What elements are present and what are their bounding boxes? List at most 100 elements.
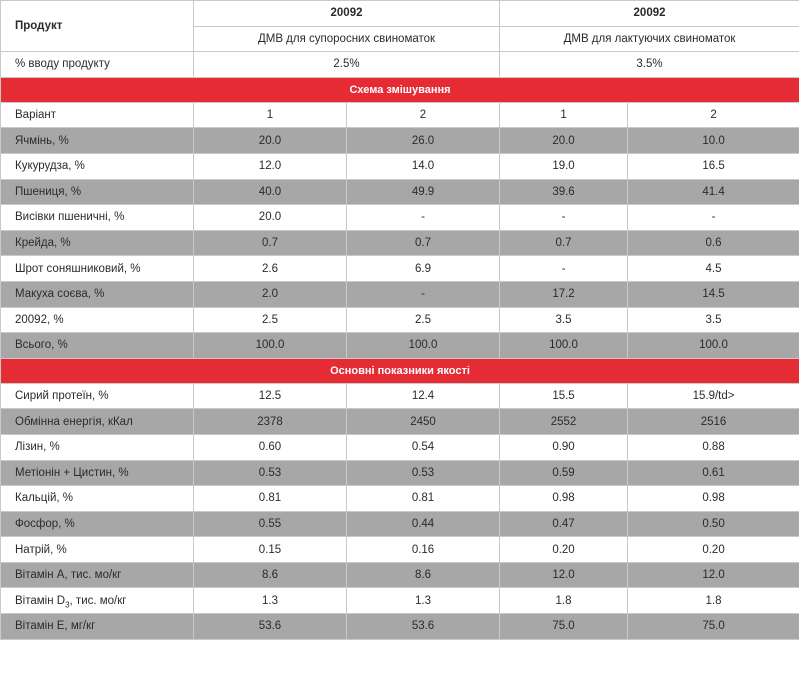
row-value: 12.5 — [193, 382, 347, 410]
row-label: Натрій, % — [0, 536, 194, 563]
row-value: 2450 — [345, 408, 501, 435]
row-value: - — [345, 280, 501, 308]
row-value: 0.81 — [345, 485, 501, 512]
row-label: Висівки пшеничні, % — [0, 204, 194, 231]
feed-composition-table: Продукт 20092 20092 ДМВ для супоросних с… — [0, 0, 799, 640]
table-row: Вітамін А, тис. мо/кг 8.6 8.6 12.0 12.0 — [0, 561, 799, 589]
row-label: Пшениця, % — [0, 178, 194, 206]
row-value: 15.5 — [499, 382, 629, 410]
row-value: 0.90 — [499, 433, 629, 461]
mixing-section-title: Схема змішування — [0, 76, 799, 103]
input-pct-1: 2.5% — [192, 51, 501, 78]
row-label-subscript: 3 — [65, 600, 70, 610]
row-value: 0.20 — [627, 536, 799, 563]
row-value: 2552 — [499, 408, 629, 435]
row-label-text: , тис. мо/кг — [69, 594, 127, 607]
table-row: Натрій, % 0.15 0.16 0.20 0.20 — [0, 536, 799, 563]
row-label: Вітамін А, тис. мо/кг — [0, 561, 194, 589]
row-value: 0.53 — [345, 459, 501, 487]
section-header-mixing: Схема змішування — [0, 76, 799, 103]
row-value: 4.5 — [627, 255, 799, 282]
row-value: - — [345, 204, 501, 231]
row-value: 2516 — [627, 408, 799, 435]
input-pct-2: 3.5% — [499, 51, 799, 78]
input-pct-label: % вводу продукту — [0, 51, 194, 78]
row-label: Метіонін + Цистин, % — [0, 459, 194, 487]
row-label: Кукурудза, % — [0, 152, 194, 180]
row-label: 20092, % — [0, 306, 194, 334]
row-value: 0.53 — [193, 459, 347, 487]
mixing-rows: Варіант 1 2 1 2 Ячмінь, % 20.0 26.0 20.0 10.0 Куку… — [0, 101, 799, 359]
row-value: 1.3 — [345, 587, 501, 615]
section-header-quality: Основні показники якості — [0, 357, 799, 384]
row-value: 2.5 — [345, 306, 501, 334]
row-value: 0.88 — [627, 433, 799, 461]
row-value: 14.5 — [627, 280, 799, 308]
product-code-2: 20092 — [499, 0, 799, 27]
row-value: 8.6 — [345, 561, 501, 589]
row-value: 0.7 — [193, 229, 347, 257]
row-value: 100.0 — [345, 332, 501, 359]
table-row: Вітамін Е, мг/кг 53.6 53.6 75.0 75.0 — [0, 613, 799, 640]
row-value: 100.0 — [627, 332, 799, 359]
table-row: Всього, % 100.0 100.0 100.0 100.0 — [0, 332, 799, 359]
table-row: Сирий протеїн, % 12.5 12.4 15.5 15.9/td> — [0, 382, 799, 410]
table-row: Обмінна енергія, кКал 2378 2450 2552 2516 — [0, 408, 799, 435]
row-value: 39.6 — [499, 178, 629, 206]
row-value: 0.98 — [499, 485, 629, 512]
row-value: 12.0 — [193, 152, 347, 180]
row-value: 0.16 — [345, 536, 501, 563]
row-value: 15.9/td> — [627, 382, 799, 410]
row-value: 17.2 — [499, 280, 629, 308]
row-value: 12.0 — [627, 561, 799, 589]
row-value: 0.20 — [499, 536, 629, 563]
table-row: Висівки пшеничні, % 20.0- - - — [0, 204, 799, 231]
product-description-1: ДМВ для супоросних свиноматок — [192, 25, 501, 53]
row-value: 2 — [627, 101, 799, 129]
row-label: Всього, % — [0, 332, 194, 359]
table-row: Лізин, % 0.60 0.54 0.90 0.88 — [0, 433, 799, 461]
row-value: 19.0 — [499, 152, 629, 180]
row-value: 40.0 — [193, 178, 347, 206]
table-row: Ячмінь, % 20.0 26.0 20.0 10.0 — [0, 127, 799, 154]
row-value: 0.55 — [193, 510, 347, 538]
quality-rows: Сирий протеїн, % 12.5 12.4 15.5 15.9/td> Обмі… — [0, 382, 799, 640]
row-value: 41.4 — [627, 178, 799, 206]
table-row: Пшениця, % 40.0 49.9 39.6 41.4 — [0, 178, 799, 206]
row-value: - — [627, 204, 799, 231]
row-value: 0.7 — [345, 229, 501, 257]
row-value: 3.5 — [499, 306, 629, 334]
row-label: Лізин, % — [0, 433, 194, 461]
row-label-text: Вітамін D — [15, 594, 66, 607]
row-value: 0.15 — [193, 536, 347, 563]
table-row: Метіонін + Цистин, % 0.53 0.53 0.59 0.61 — [0, 459, 799, 487]
row-label: Варіант — [0, 101, 194, 129]
input-pct-row: % вводу продукту 2.5% 3.5% — [0, 51, 799, 78]
row-label: Ячмінь, % — [0, 127, 194, 154]
table-row: 20092, % 2.5 2.5 3.5 3.5 — [0, 306, 799, 334]
row-value: 0.6 — [627, 229, 799, 257]
row-label: Вітамін Е, мг/кг — [0, 613, 194, 640]
table-row: Макуха соєва, % 2.0-17.2 14.5 — [0, 280, 799, 308]
table-row: Крейда, % 0.7 0.7 0.7 0.6 — [0, 229, 799, 257]
row-value: - — [499, 255, 629, 282]
row-value: 1.8 — [499, 587, 629, 615]
row-value: 0.59 — [499, 459, 629, 487]
row-value: 20.0 — [193, 204, 347, 231]
row-value: 26.0 — [345, 127, 501, 154]
row-value: 0.7 — [499, 229, 629, 257]
row-value: 1.3 — [193, 587, 347, 615]
row-value: 0.44 — [345, 510, 501, 538]
product-code-1: 20092 — [192, 0, 501, 27]
table-row: Шрот соняшниковий, % 2.6 6.9-4.5 — [0, 255, 799, 282]
row-value: 0.54 — [345, 433, 501, 461]
row-value: 0.98 — [627, 485, 799, 512]
row-label: Вітамін D3, тис. мо/кг — [0, 587, 194, 615]
row-label: Макуха соєва, % — [0, 280, 194, 308]
row-value: 0.47 — [499, 510, 629, 538]
row-value: 2.0 — [193, 280, 347, 308]
row-value: 0.50 — [627, 510, 799, 538]
table-row: Фосфор, % 0.55 0.44 0.47 0.50 — [0, 510, 799, 538]
row-value: 2.6 — [193, 255, 347, 282]
row-value: 3.5 — [627, 306, 799, 334]
